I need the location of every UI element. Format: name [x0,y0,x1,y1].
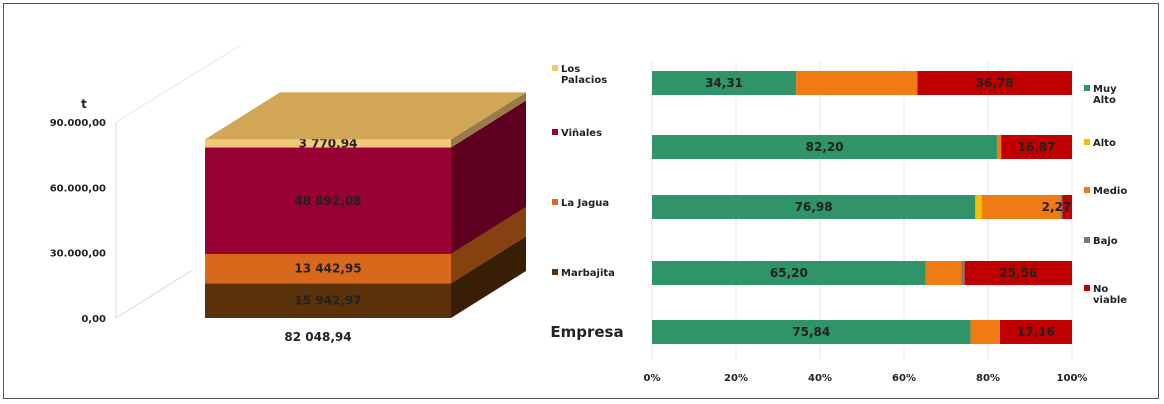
bar-segment [652,261,926,285]
column-segment-front [205,147,451,255]
x-tick-label: 60% [892,373,916,384]
bar-value-label: 75,84 [792,325,830,339]
legend-label: Viñales [561,128,602,139]
bar-segment [1060,195,1063,219]
x-tick-label: 20% [724,373,748,384]
x-category-label: 82 048,94 [284,330,351,344]
bar-segment [1062,195,1072,219]
column-segment-side [451,236,526,318]
legend-label: Marbajita [561,268,615,279]
chart-canvas: 0,00 30.000,00 60.000,00 90.000,00 t 15 942,9… [50,44,1127,384]
legend-label: Bajo [1093,236,1118,247]
legend-label: No viable [1093,284,1127,306]
bar-segment [961,261,965,285]
bar-segment [997,135,1002,159]
column-top-face [205,92,526,140]
legend-label: Los Palacios [561,64,607,86]
column-value-label: 3 770,94 [299,136,358,150]
legend-swatch [1084,187,1090,193]
column-value-label: 15 942,97 [294,294,361,308]
legend-swatch [552,129,558,135]
wall-edge-top [115,44,242,123]
bar-segment [964,261,1072,285]
bar-value-label: 2,27 [1042,200,1072,214]
bar-segment [970,320,1000,344]
bar-value-label: 16,87 [1018,140,1056,154]
bar-value-label: 82,20 [806,140,844,154]
bar-segment [796,71,918,95]
legend-label: Medio [1093,186,1127,197]
column-value-label: 48 892,08 [294,194,361,208]
y-tick-label: 60.000,00 [50,183,106,194]
column-segment-side [451,207,526,284]
x-tick-label: 100% [1057,373,1088,384]
y-tick-label: 90.000,00 [50,118,106,129]
bar-value-label: 65,20 [770,266,808,280]
column-segment-front [205,254,451,284]
bar-value-label: 17,16 [1017,325,1055,339]
legend-swatch [1084,285,1090,291]
bar-segment [652,320,971,344]
bar-segment [917,71,1072,95]
bar-value-label: 36,78 [976,76,1014,90]
x-tick-label: 0% [644,373,661,384]
legend-swatch [1084,139,1090,145]
legend-swatch [552,269,558,275]
legend-swatch [552,199,558,205]
column-segment-front [205,139,451,148]
floor-edge-left [115,270,192,319]
bar-value-label: 25,56 [999,266,1037,280]
y-category-label: Empresa [550,323,623,341]
bar-segment [652,71,797,95]
bar-segment [652,135,998,159]
legend-swatch [552,65,558,71]
column-segment-side [451,100,526,255]
y-tick-label: 0,00 [81,314,106,325]
bar-value-label: 76,98 [795,200,833,214]
bar-value-label: 34,31 [705,76,743,90]
bar-segment [975,195,982,219]
legend-swatch [1084,85,1090,91]
bar-segment [925,261,962,285]
legend-swatch [1084,237,1090,243]
legend-label: La Jagua [561,198,609,209]
column-segment-front [205,283,451,318]
x-tick-label: 40% [808,373,832,384]
legend-label: Alto [1093,138,1116,149]
bar-segment [652,195,976,219]
column-segment-side [451,92,526,148]
column-value-label: 13 442,95 [294,262,361,276]
bar-segment [981,195,1061,219]
bar-segment [999,320,1072,344]
y-axis-label: t [81,97,87,111]
y-tick-label: 30.000,00 [50,249,106,260]
bar-segment [1001,135,1072,159]
chart-frame: 0,00 30.000,00 60.000,00 90.000,00 t 15 942,9… [3,3,1159,399]
x-tick-label: 80% [976,373,1000,384]
legend-label: Muy Alto [1093,84,1117,106]
